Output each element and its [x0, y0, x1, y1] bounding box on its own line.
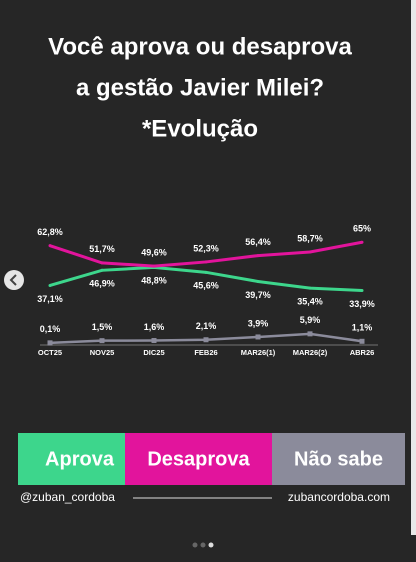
point: [256, 254, 260, 258]
prev-arrow: [9, 274, 17, 286]
point: [48, 283, 52, 287]
point: [203, 337, 209, 343]
point: [307, 331, 313, 337]
x-tick-label: FEB26: [194, 348, 217, 357]
point: [48, 244, 52, 248]
point: [99, 338, 105, 344]
edge: [411, 0, 416, 535]
data-label: 52,3%: [193, 243, 219, 253]
point: [204, 260, 208, 264]
point: [100, 261, 104, 265]
x-tick-label: DIC25: [143, 348, 164, 357]
title-line: *Evolução: [142, 115, 258, 142]
data-label: 62,8%: [37, 227, 63, 237]
point: [308, 250, 312, 254]
data-label: 3,9%: [248, 318, 269, 328]
footer-website: zubancordoba.com: [288, 490, 390, 504]
x-tick-label: MAR26(1): [241, 348, 276, 357]
data-label: 46,9%: [89, 279, 115, 289]
legend-swatch: [272, 433, 405, 485]
data-label: 56,4%: [245, 237, 271, 247]
data-label: 45,6%: [193, 281, 219, 291]
data-label: 48,8%: [141, 276, 167, 286]
legend-swatch: [125, 433, 272, 485]
data-label: 1,5%: [92, 322, 113, 332]
prev-button[interactable]: [4, 270, 24, 290]
point: [360, 288, 364, 292]
page-dot: [200, 542, 206, 548]
data-label: 51,7%: [89, 244, 115, 254]
x-tick-label: OCT25: [38, 348, 62, 357]
data-label: 33,9%: [349, 299, 375, 309]
x-tick-label: NOV25: [90, 348, 115, 357]
point: [47, 340, 53, 346]
data-label: 2,1%: [196, 321, 217, 331]
legend-swatch: [18, 433, 125, 485]
data-label: 1,1%: [352, 323, 373, 333]
data-label: 39,7%: [245, 290, 271, 300]
legend-label: Aprova: [45, 448, 115, 470]
point: [308, 286, 312, 290]
point: [360, 240, 364, 244]
title-line: Você aprova ou desaprova: [48, 33, 352, 60]
title-line: a gestão Javier Milei?: [76, 74, 324, 101]
x-tick-label: ABR26: [350, 348, 375, 357]
data-label: 49,6%: [141, 247, 167, 257]
data-label: 65%: [353, 224, 371, 234]
point: [256, 279, 260, 283]
page-dot: [208, 542, 214, 548]
footer-handle: @zuban_cordoba: [20, 490, 115, 504]
point: [100, 268, 104, 272]
data-label: 37,1%: [37, 294, 63, 304]
data-label: 35,4%: [297, 297, 323, 307]
point: [151, 338, 157, 344]
data-label: 1,6%: [144, 322, 165, 332]
page-dot: [192, 542, 198, 548]
legend-label: Não sabe: [294, 448, 383, 470]
legend-label: Desaprova: [147, 448, 250, 470]
point: [359, 338, 365, 344]
x-tick-label: MAR26(2): [293, 348, 328, 357]
data-label: 58,7%: [297, 233, 323, 243]
data-label: 0,1%: [40, 324, 61, 334]
data-label: 5,9%: [300, 315, 321, 325]
point: [255, 334, 261, 340]
point: [204, 270, 208, 274]
point: [152, 264, 156, 268]
